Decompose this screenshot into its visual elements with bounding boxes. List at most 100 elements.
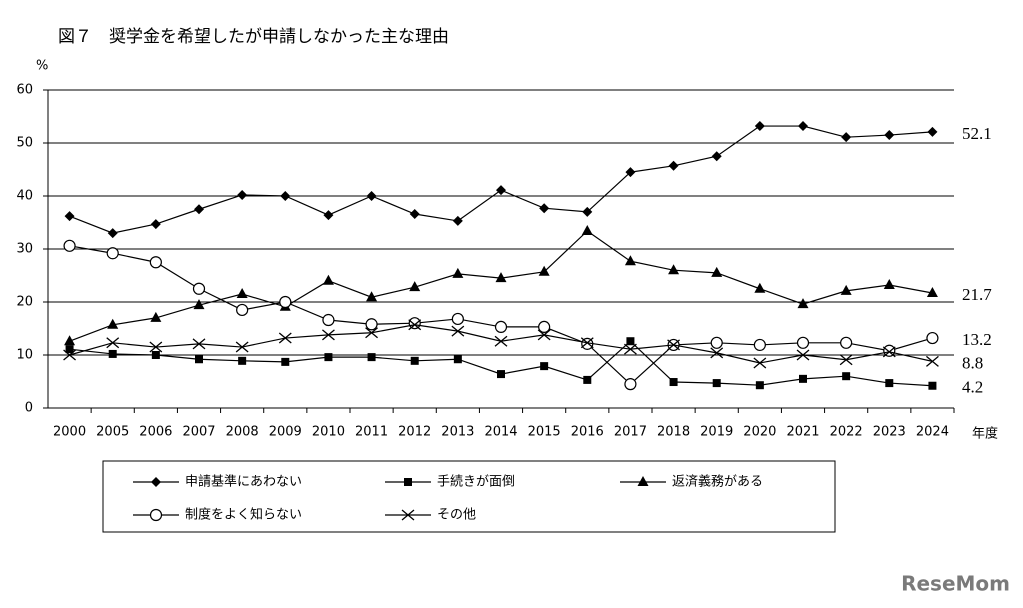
x-tick-label: 2020: [743, 425, 776, 440]
marker: [840, 336, 853, 349]
marker: [839, 354, 853, 366]
marker: [279, 295, 292, 309]
x-tick-label: 2021: [786, 425, 819, 440]
marker: [149, 341, 163, 353]
marker: [796, 336, 810, 349]
marker: [64, 211, 75, 222]
marker: [192, 338, 206, 350]
marker: [884, 130, 895, 141]
marker: [404, 478, 412, 486]
series-line: [69, 245, 933, 385]
marker: [538, 265, 550, 276]
marker: [669, 378, 678, 387]
marker: [195, 355, 203, 364]
marker: [280, 191, 291, 201]
y-tick-label: 60: [16, 83, 33, 98]
marker: [926, 355, 939, 367]
x-tick-label: 2017: [614, 425, 647, 440]
x-tick-label: 2010: [312, 425, 345, 440]
legend-label: 返済義務がある: [672, 474, 763, 490]
x-tick-label: 2011: [355, 425, 388, 440]
marker: [797, 298, 809, 309]
marker: [667, 339, 680, 351]
marker: [193, 299, 205, 310]
marker: [754, 121, 765, 132]
marker: [324, 353, 333, 362]
x-tick-label: 2016: [571, 425, 604, 440]
marker: [409, 209, 420, 220]
marker: [581, 224, 593, 235]
end-label: 4.2: [962, 378, 983, 397]
marker: [192, 282, 206, 295]
marker: [322, 313, 335, 327]
marker: [624, 378, 637, 391]
marker: [798, 121, 808, 132]
marker: [624, 343, 637, 355]
marker: [841, 132, 852, 143]
y-axis-label: %: [36, 59, 48, 74]
marker: [150, 219, 161, 230]
end-label: 8.8: [962, 353, 983, 372]
marker: [710, 347, 724, 359]
marker: [796, 349, 810, 361]
marker: [624, 255, 636, 266]
series-line: [69, 125, 933, 234]
x-tick-label: 2007: [182, 425, 215, 440]
marker: [236, 303, 249, 317]
x-tick-label: 2008: [226, 425, 259, 440]
marker: [149, 508, 163, 522]
marker: [451, 325, 465, 337]
marker: [367, 353, 376, 362]
marker: [366, 191, 377, 201]
x-tick-label: 2013: [441, 425, 474, 440]
marker: [322, 329, 335, 341]
marker: [151, 477, 161, 487]
end-label: 52.1: [962, 124, 992, 143]
y-tick-label: 40: [16, 189, 33, 204]
marker: [799, 374, 807, 383]
marker: [712, 379, 721, 388]
marker: [539, 203, 550, 214]
legend-label: その他: [437, 508, 476, 523]
x-tick-label: 2024: [916, 425, 949, 440]
marker: [625, 167, 636, 178]
marker: [108, 349, 117, 358]
marker: [237, 189, 248, 200]
marker: [537, 329, 551, 341]
marker: [408, 319, 422, 331]
x-tick-label: 2005: [96, 425, 129, 440]
x-tick-label: 2018: [657, 425, 690, 440]
watermark: ReseMom: [901, 572, 1010, 596]
marker: [497, 370, 505, 379]
marker: [65, 345, 74, 354]
marker: [401, 509, 415, 521]
marker: [753, 357, 767, 369]
x-tick-label: 2022: [830, 425, 863, 440]
marker: [410, 356, 419, 365]
x-tick-label: 2015: [528, 425, 561, 440]
x-tick-label: 2014: [484, 425, 517, 440]
x-tick-label: 2000: [53, 425, 86, 440]
marker: [637, 476, 649, 486]
end-label: 13.2: [962, 330, 992, 349]
marker: [842, 372, 851, 381]
x-tick-label: 2009: [269, 425, 302, 440]
legend-label: 制度をよく知らない: [185, 507, 302, 523]
marker: [281, 357, 290, 366]
marker: [710, 336, 723, 349]
marker: [366, 291, 378, 302]
marker: [365, 327, 378, 339]
marker: [755, 381, 764, 390]
marker: [494, 335, 508, 347]
marker: [106, 247, 119, 260]
marker: [668, 160, 679, 171]
marker: [63, 349, 76, 361]
marker: [323, 210, 334, 221]
chart-title: 図７ 奨学金を希望したが申請しなかった主な理由: [58, 27, 449, 47]
marker: [927, 126, 938, 137]
x-tick-label: 2012: [398, 425, 431, 440]
marker: [451, 312, 464, 326]
marker: [149, 256, 162, 269]
marker: [63, 239, 76, 252]
marker: [107, 318, 119, 329]
